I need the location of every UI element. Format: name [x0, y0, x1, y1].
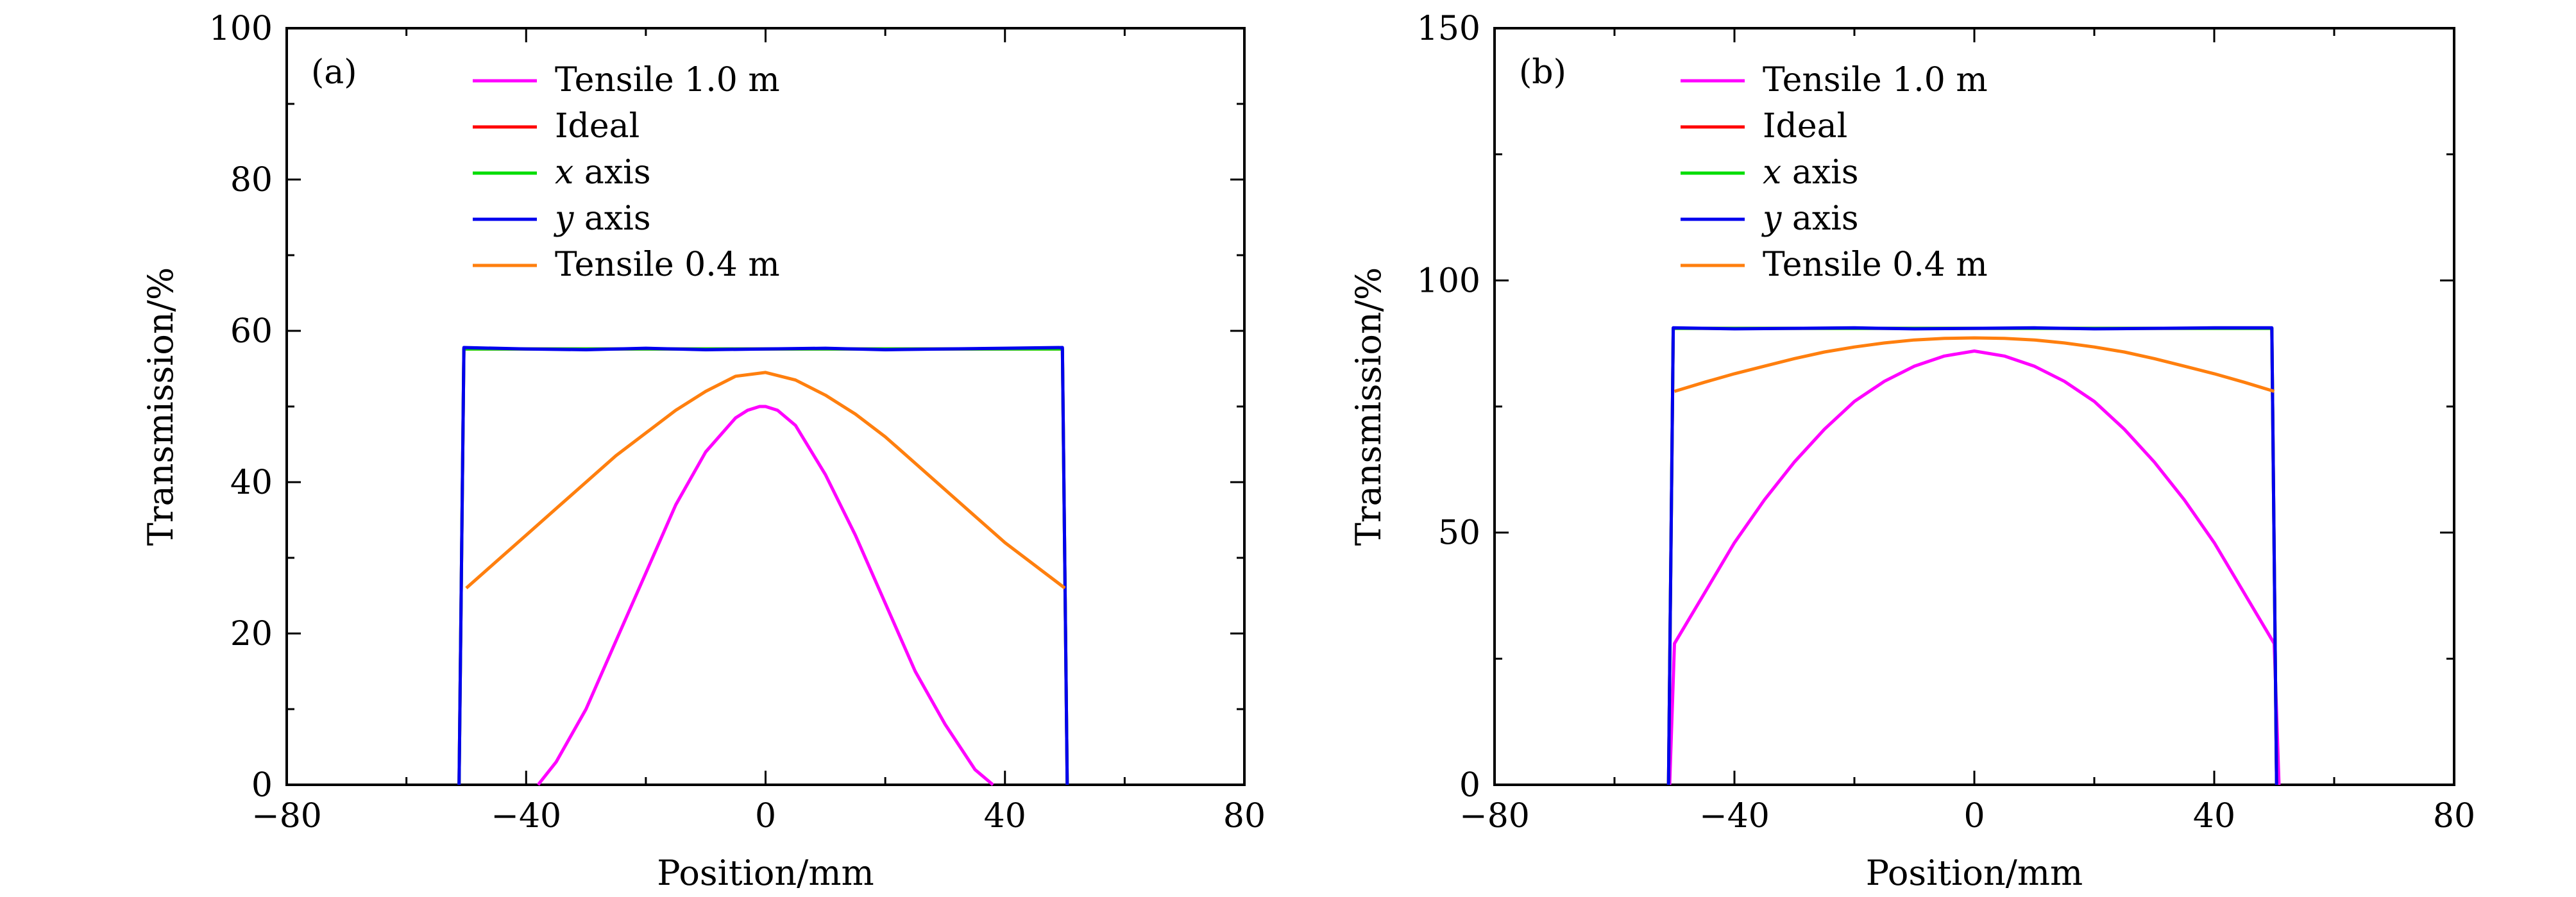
panel-a-x-tick-label: −80: [251, 797, 322, 835]
panel-a-legend-label: x axis: [555, 153, 651, 192]
panel-b-legend-label: Tensile 1.0 m: [1763, 61, 1988, 99]
panel-a-legend-label: Tensile 0.4 m: [555, 246, 780, 284]
panel-b-x-tick-label: −40: [1699, 797, 1770, 835]
panel-a-y-tick-label: 20: [230, 615, 273, 653]
panel-b-series-3-line: [1666, 326, 2278, 785]
panel-a-series-4-line: [465, 371, 1066, 590]
panel-b-y-axis-title: Transmission/%: [1348, 267, 1389, 546]
panel-a-series-1-line: [457, 347, 1069, 785]
panel-a: (a) Position/mm Transmission/% −80 −40 0 40…: [140, 10, 1266, 893]
panel-b-y-tick-label: 0: [1459, 766, 1480, 805]
panel-a-label: (a): [311, 53, 357, 92]
panel-b-x-tick-label: 80: [2433, 797, 2475, 835]
panel-b-x-tick-label: 0: [1963, 797, 1985, 835]
panel-b-series-group: [1666, 326, 2281, 785]
panel-a-series-3-line: [457, 346, 1069, 785]
panel-b-y-tick-label: 50: [1438, 514, 1480, 553]
panel-b-y-tick-label: 150: [1417, 10, 1480, 48]
panel-a-x-tick-label: 80: [1223, 797, 1266, 835]
panel-b-legend-label: Ideal: [1763, 107, 1847, 146]
panel-a-legend-label: y axis: [554, 199, 651, 238]
panel-b-x-tick-label: −80: [1459, 797, 1530, 835]
panel-a-x-tick-label: 40: [984, 797, 1026, 835]
panel-b: (b) Position/mm Transmission/% −80 −40 0 40…: [1348, 10, 2475, 893]
panel-b-series-1-line: [1666, 326, 2278, 785]
panel-b-plot-frame: [1493, 27, 2455, 786]
panel-a-x-axis-title: Position/mm: [657, 853, 874, 893]
panel-b-legend-label: x axis: [1763, 153, 1859, 192]
panel-b-legend-label: y axis: [1761, 199, 1859, 238]
panel-b-y-tick-label: 100: [1417, 262, 1480, 300]
panel-b-x-axis-title: Position/mm: [1866, 853, 2083, 893]
panel-a-legend: Tensile 1.0 m Ideal x axis y axis Tensile 0.…: [473, 61, 780, 284]
panel-b-series-4-line: [1674, 336, 2275, 393]
panel-b-series-2-line: [1666, 326, 2278, 785]
panel-a-x-tick-label: 0: [755, 797, 776, 835]
panel-a-y-tick-label: 0: [251, 766, 273, 805]
panel-a-series-group: [457, 346, 1069, 786]
panel-a-legend-label: Ideal: [555, 107, 640, 146]
panel-a-y-tick-label: 80: [230, 161, 273, 199]
panel-a-x-tick-label: −40: [491, 797, 561, 835]
panel-b-series-0-line: [1668, 349, 2281, 785]
panel-a-series-0-line: [536, 405, 994, 786]
panel-b-label: (b): [1519, 53, 1566, 92]
panel-a-legend-label: Tensile 1.0 m: [555, 61, 780, 99]
panel-a-y-tick-label: 100: [209, 10, 273, 48]
panel-b-legend: Tensile 1.0 m Ideal x axis y axis Tensile 0.…: [1681, 61, 1988, 284]
panel-a-y-tick-label: 40: [230, 464, 273, 502]
panel-a-y-tick-label: 60: [230, 312, 273, 351]
panel-a-y-axis-title: Transmission/%: [140, 267, 181, 546]
panel-a-series-2-line: [457, 347, 1069, 785]
panel-b-legend-label: Tensile 0.4 m: [1763, 246, 1988, 284]
panel-b-x-tick-label: 40: [2193, 797, 2235, 835]
